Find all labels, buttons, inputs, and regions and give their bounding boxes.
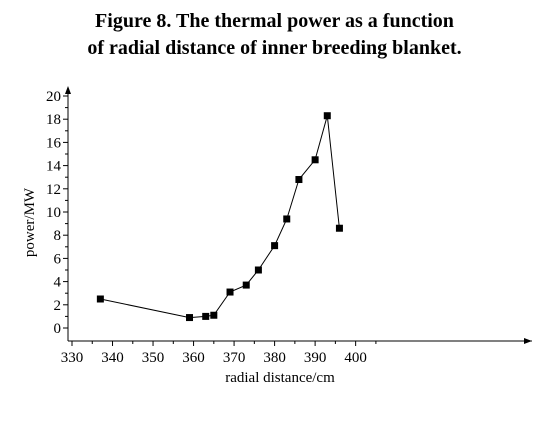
series-line bbox=[100, 115, 340, 319]
data-point bbox=[242, 281, 250, 289]
x-axis-arrow-icon bbox=[524, 338, 532, 344]
y-tick-label: 18 bbox=[46, 112, 61, 128]
data-point bbox=[323, 112, 331, 120]
chart-axes bbox=[65, 86, 532, 344]
y-axis-label: power/MW bbox=[22, 187, 38, 257]
data-point bbox=[96, 295, 104, 303]
y-axis-arrow-icon bbox=[65, 86, 71, 94]
chart-series bbox=[96, 112, 343, 322]
data-point bbox=[311, 156, 319, 164]
data-point bbox=[202, 312, 210, 320]
x-tick-label: 390 bbox=[304, 350, 327, 366]
x-axis-label: radial distance/cm bbox=[225, 370, 335, 386]
chart-ticks: 330 340 350 360 370 380 390 400 0 2 4 6 8 10 12 14 16 18 2… bbox=[46, 89, 377, 366]
figure-title-line-2: of radial distance of inner breeding bla… bbox=[87, 37, 462, 59]
data-point bbox=[254, 266, 262, 274]
data-point bbox=[186, 314, 194, 322]
x-tick-label: 330 bbox=[61, 350, 84, 366]
y-tick-label: 10 bbox=[46, 205, 61, 221]
x-tick-label: 380 bbox=[263, 350, 286, 366]
y-tick-label: 16 bbox=[46, 135, 62, 151]
y-tick-label: 8 bbox=[54, 228, 62, 244]
y-tick-label: 4 bbox=[54, 275, 62, 291]
x-tick-label: 340 bbox=[101, 350, 124, 366]
data-point bbox=[226, 288, 234, 296]
data-point bbox=[283, 215, 291, 223]
y-tick-label: 12 bbox=[46, 182, 61, 198]
data-point bbox=[335, 224, 343, 232]
y-tick-label: 6 bbox=[54, 251, 62, 267]
data-point bbox=[210, 311, 218, 319]
y-tick-label: 20 bbox=[46, 89, 61, 105]
y-tick-label: 2 bbox=[54, 298, 62, 314]
x-tick-label: 400 bbox=[344, 350, 367, 366]
data-point bbox=[295, 176, 303, 184]
figure-title-line-1: Figure 8. The thermal power as a functio… bbox=[95, 10, 454, 32]
x-tick-label: 360 bbox=[182, 350, 205, 366]
y-tick-label: 0 bbox=[54, 321, 62, 337]
y-tick-label: 14 bbox=[46, 159, 62, 175]
x-tick-label: 350 bbox=[142, 350, 165, 366]
data-point bbox=[271, 242, 279, 250]
x-tick-label: 370 bbox=[223, 350, 246, 366]
